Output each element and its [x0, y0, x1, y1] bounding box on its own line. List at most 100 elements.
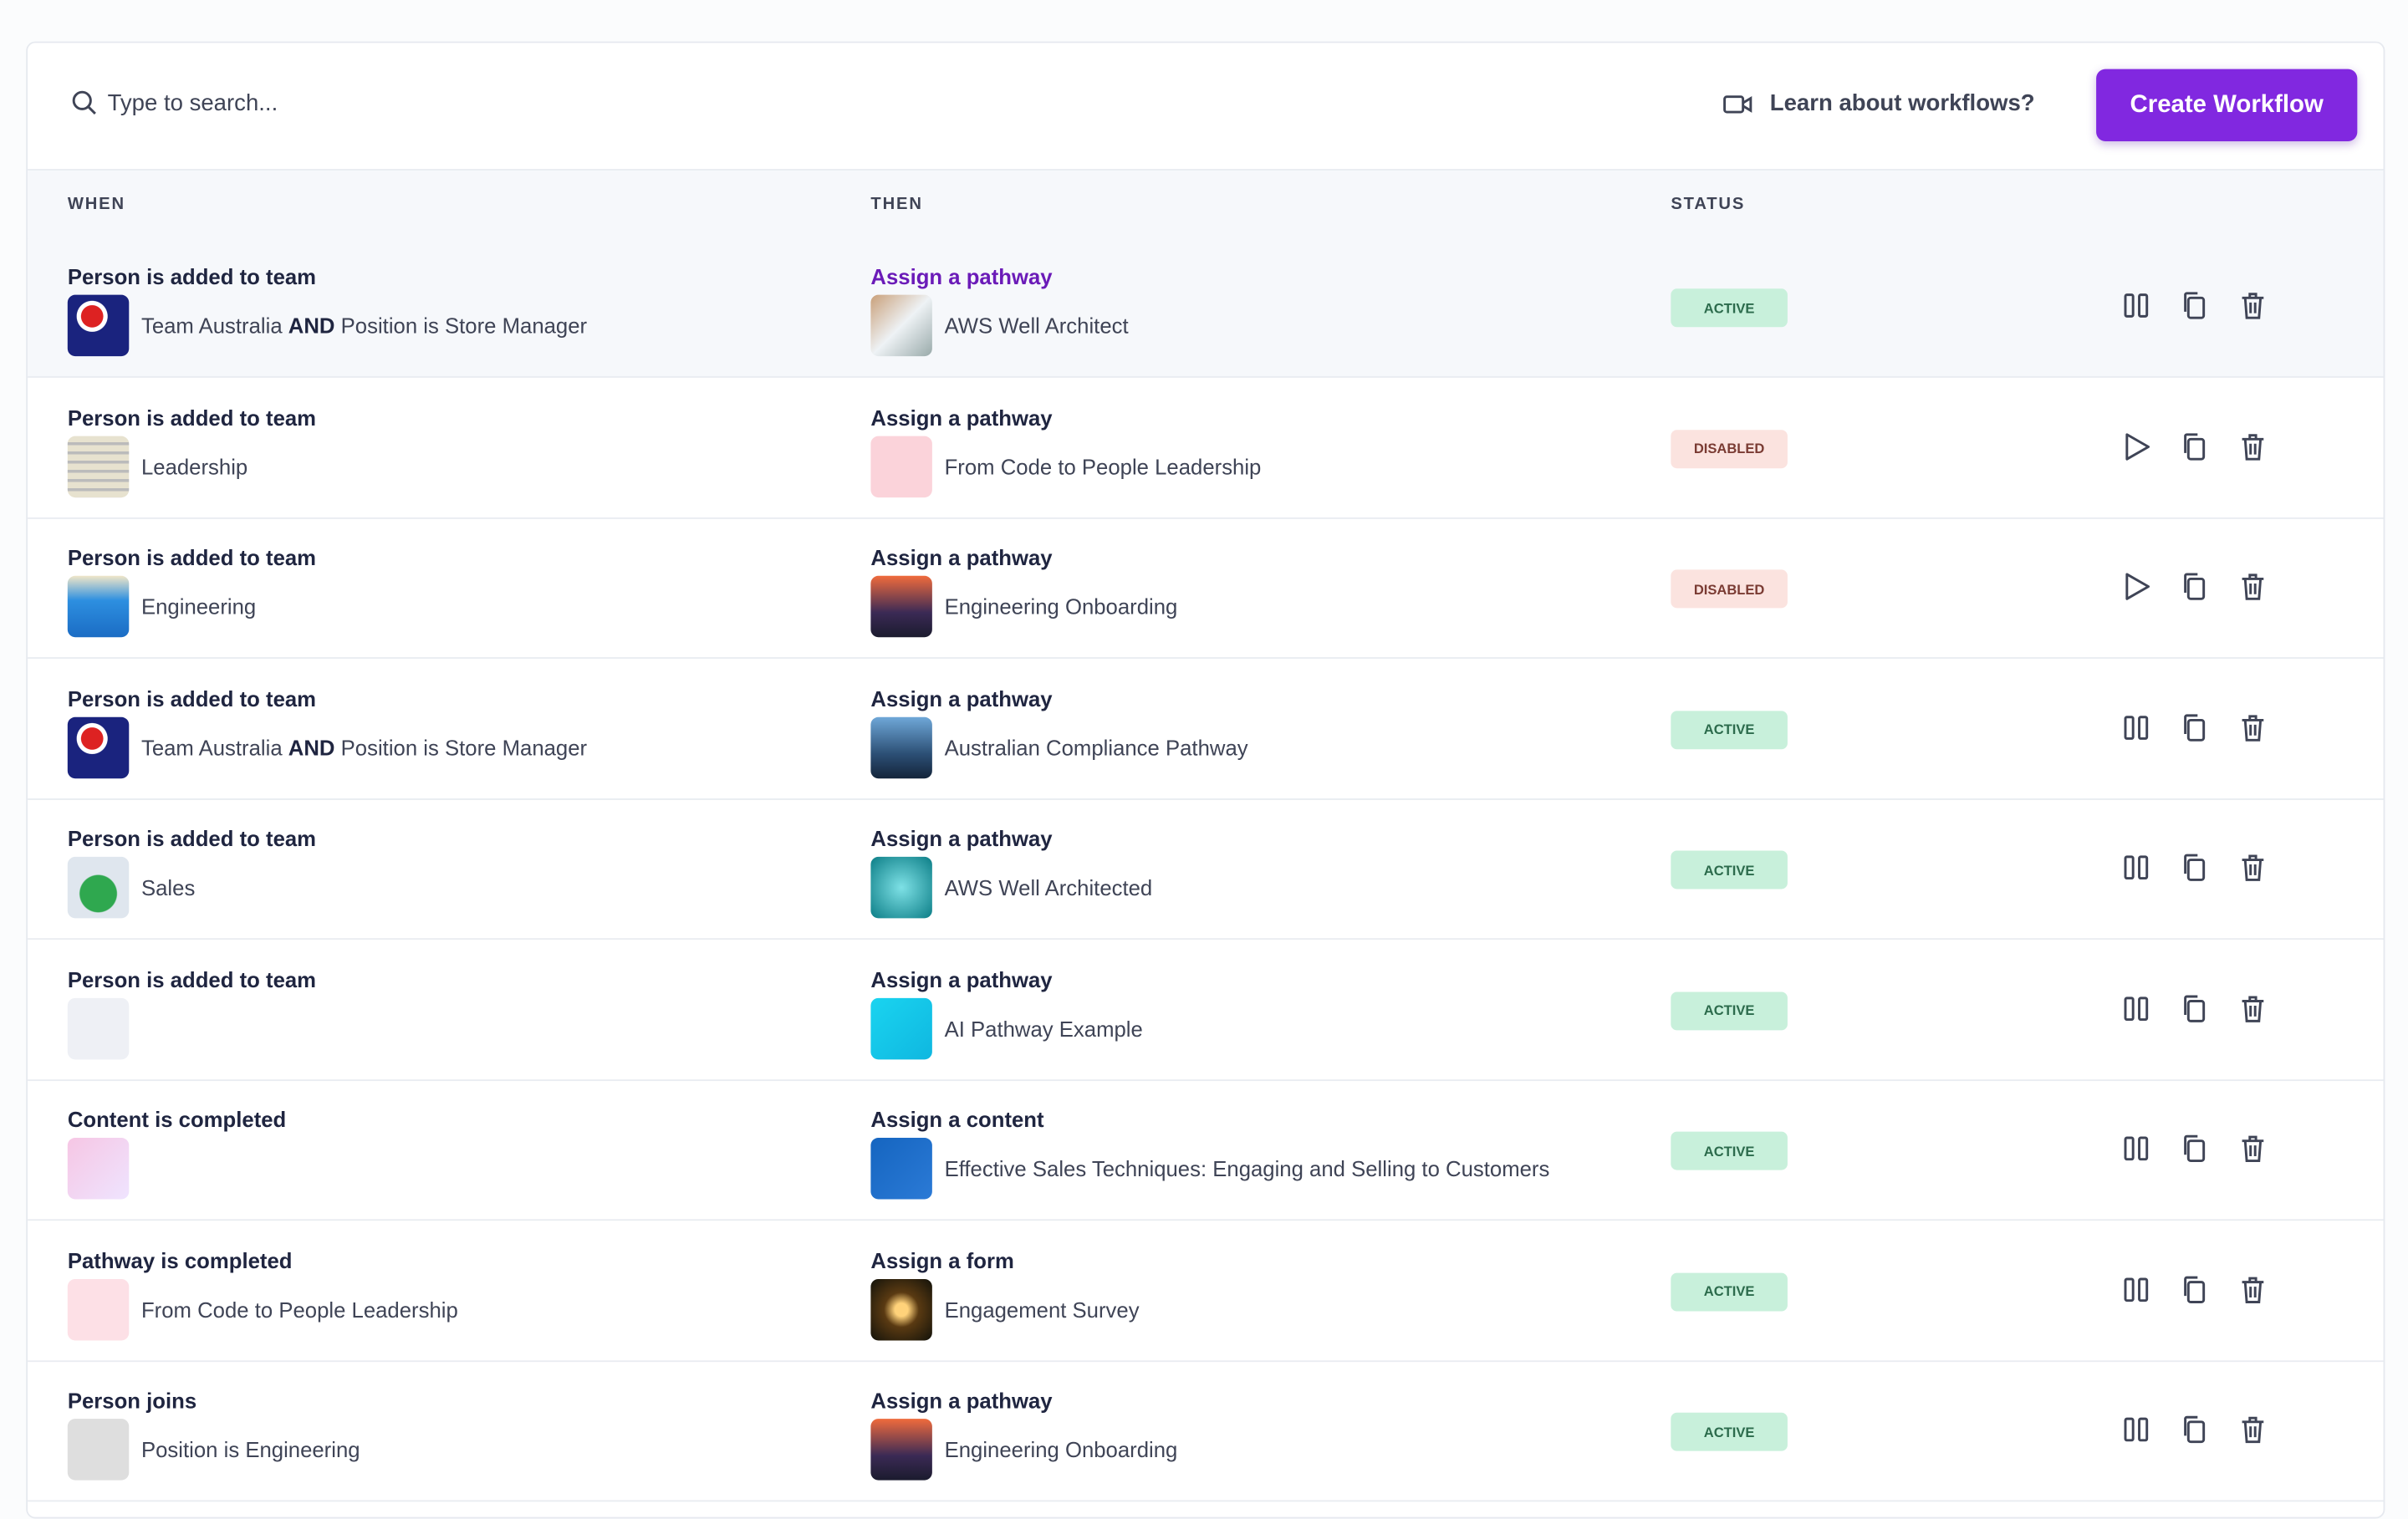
pause-button[interactable]: [2120, 288, 2153, 322]
action-thumbnail: [870, 435, 932, 497]
column-header: STATUS: [1671, 195, 1746, 214]
trigger-detail-part: Leadership: [140, 453, 248, 479]
trigger-title: Person is added to team: [67, 404, 317, 430]
pause-button[interactable]: [2120, 710, 2153, 743]
action-thumbnail: [870, 1278, 932, 1340]
workflow-row: Content is completed Assign a content Effe…: [28, 1079, 2384, 1221]
trigger-title: Pathway is completed: [67, 1247, 293, 1272]
trigger-title: Person is added to team: [67, 686, 317, 711]
play-button[interactable]: [2120, 569, 2153, 603]
play-button[interactable]: [2120, 429, 2153, 462]
table-header: WHEN THEN STATUS: [28, 169, 2384, 240]
status-badge: ACTIVE: [1671, 991, 1788, 1030]
copy-button[interactable]: [2177, 288, 2211, 322]
trigger-detail-part: Position is Store Manager: [334, 734, 588, 760]
copy-button[interactable]: [2177, 851, 2211, 884]
workflow-row: Person is added to team Assign a pathway A…: [28, 939, 2384, 1081]
pause-button[interactable]: [2120, 991, 2153, 1025]
trigger-detail: Team Australia AND Position is Store Man…: [141, 735, 587, 759]
trigger-detail-part: Position is Store Manager: [334, 313, 588, 339]
copy-button[interactable]: [2177, 1132, 2211, 1165]
action-detail: Engagement Survey: [944, 1297, 1140, 1322]
action-detail: Engineering Onboarding: [944, 594, 1178, 619]
workflow-row: Person is added to team Engineering Assign…: [28, 517, 2384, 659]
trash-button[interactable]: [2236, 1413, 2269, 1446]
copy-button[interactable]: [2177, 569, 2211, 603]
trigger-detail-part: Team Australia: [140, 734, 288, 760]
trigger-detail: Position is Engineering: [141, 1437, 360, 1461]
search-placeholder: Type to search...: [107, 89, 278, 116]
workflow-row: Pathway is completed From Code to People …: [28, 1220, 2384, 1362]
create-workflow-button[interactable]: Create Workflow: [2096, 69, 2358, 141]
trigger-detail-part: From Code to People Leadership: [140, 1297, 458, 1322]
search-icon: [72, 90, 96, 115]
trigger-thumbnail: [67, 294, 130, 357]
trigger-detail-part: Position is Engineering: [140, 1437, 360, 1462]
action-title: Assign a pathway: [870, 545, 1053, 570]
pause-button[interactable]: [2120, 1413, 2153, 1446]
trash-button[interactable]: [2236, 429, 2269, 462]
status-badge: ACTIVE: [1671, 710, 1788, 749]
column-header: THEN: [870, 195, 923, 214]
action-detail: AWS Well Architect: [944, 313, 1129, 339]
trigger-detail: Sales: [141, 875, 195, 900]
workflow-row: Person is added to team Leadership Assign …: [28, 377, 2384, 518]
action-detail: Engineering Onboarding: [944, 1437, 1178, 1462]
action-title: Assign a form: [870, 1247, 1014, 1272]
action-title: Assign a pathway: [870, 686, 1053, 711]
status-badge: DISABLED: [1671, 429, 1788, 468]
pause-button[interactable]: [2120, 851, 2153, 884]
trigger-detail-part: AND: [288, 734, 335, 760]
toolbar: Type to search... Learn about workflows?…: [28, 43, 2383, 169]
trigger-thumbnail: [67, 997, 130, 1059]
copy-button[interactable]: [2177, 1413, 2211, 1446]
action-detail: Australian Compliance Pathway: [944, 734, 1248, 760]
copy-button[interactable]: [2177, 1272, 2211, 1306]
action-detail: From Code to People Leadership: [944, 453, 1262, 479]
action-thumbnail: [870, 716, 932, 778]
workflow-row: Person joins Position is Engineering Assig…: [28, 1360, 2384, 1502]
trash-button[interactable]: [2236, 288, 2269, 322]
trash-button[interactable]: [2236, 1272, 2269, 1306]
trigger-thumbnail: [67, 1278, 130, 1340]
trash-button[interactable]: [2236, 851, 2269, 884]
trigger-detail: From Code to People Leadership: [141, 1297, 458, 1321]
workflow-card: Type to search... Learn about workflows?…: [26, 41, 2385, 1519]
trigger-thumbnail: [67, 716, 130, 778]
trigger-title: Person is added to team: [67, 263, 317, 289]
trash-button[interactable]: [2236, 991, 2269, 1025]
copy-button[interactable]: [2177, 991, 2211, 1025]
search-box[interactable]: Type to search...: [70, 89, 278, 117]
trash-button[interactable]: [2236, 710, 2269, 743]
pause-button[interactable]: [2120, 1132, 2153, 1165]
trigger-thumbnail: [67, 1419, 130, 1481]
action-title: Assign a pathway: [870, 263, 1053, 289]
trigger-detail-part: Engineering: [140, 594, 257, 619]
copy-button[interactable]: [2177, 710, 2211, 743]
trigger-detail: Team Australia AND Position is Store Man…: [141, 313, 587, 338]
trigger-title: Person is added to team: [67, 966, 317, 991]
learn-link[interactable]: Learn about workflows?: [1724, 90, 2035, 117]
status-badge: ACTIVE: [1671, 1131, 1788, 1170]
trigger-title: Person is added to team: [67, 826, 317, 851]
trash-button[interactable]: [2236, 569, 2269, 603]
trigger-title: Content is completed: [67, 1107, 287, 1132]
copy-button[interactable]: [2177, 429, 2211, 462]
action-thumbnail: [870, 294, 932, 357]
pause-button[interactable]: [2120, 1272, 2153, 1306]
workflow-row: Person is added to team Sales Assign a pat…: [28, 798, 2384, 940]
trigger-thumbnail: [67, 435, 130, 497]
learn-text: Learn about workflows?: [1769, 90, 2035, 117]
video-icon: [1724, 94, 1753, 113]
action-title: Assign a content: [870, 1107, 1044, 1132]
trigger-thumbnail: [67, 575, 130, 638]
action-title: Assign a pathway: [870, 1388, 1053, 1413]
trash-button[interactable]: [2236, 1132, 2269, 1165]
workflow-row: Person is added to team Team Australia AN…: [28, 658, 2384, 800]
action-thumbnail: [870, 997, 932, 1059]
status-badge: ACTIVE: [1671, 850, 1788, 889]
status-badge: ACTIVE: [1671, 1412, 1788, 1451]
action-thumbnail: [870, 1137, 932, 1200]
